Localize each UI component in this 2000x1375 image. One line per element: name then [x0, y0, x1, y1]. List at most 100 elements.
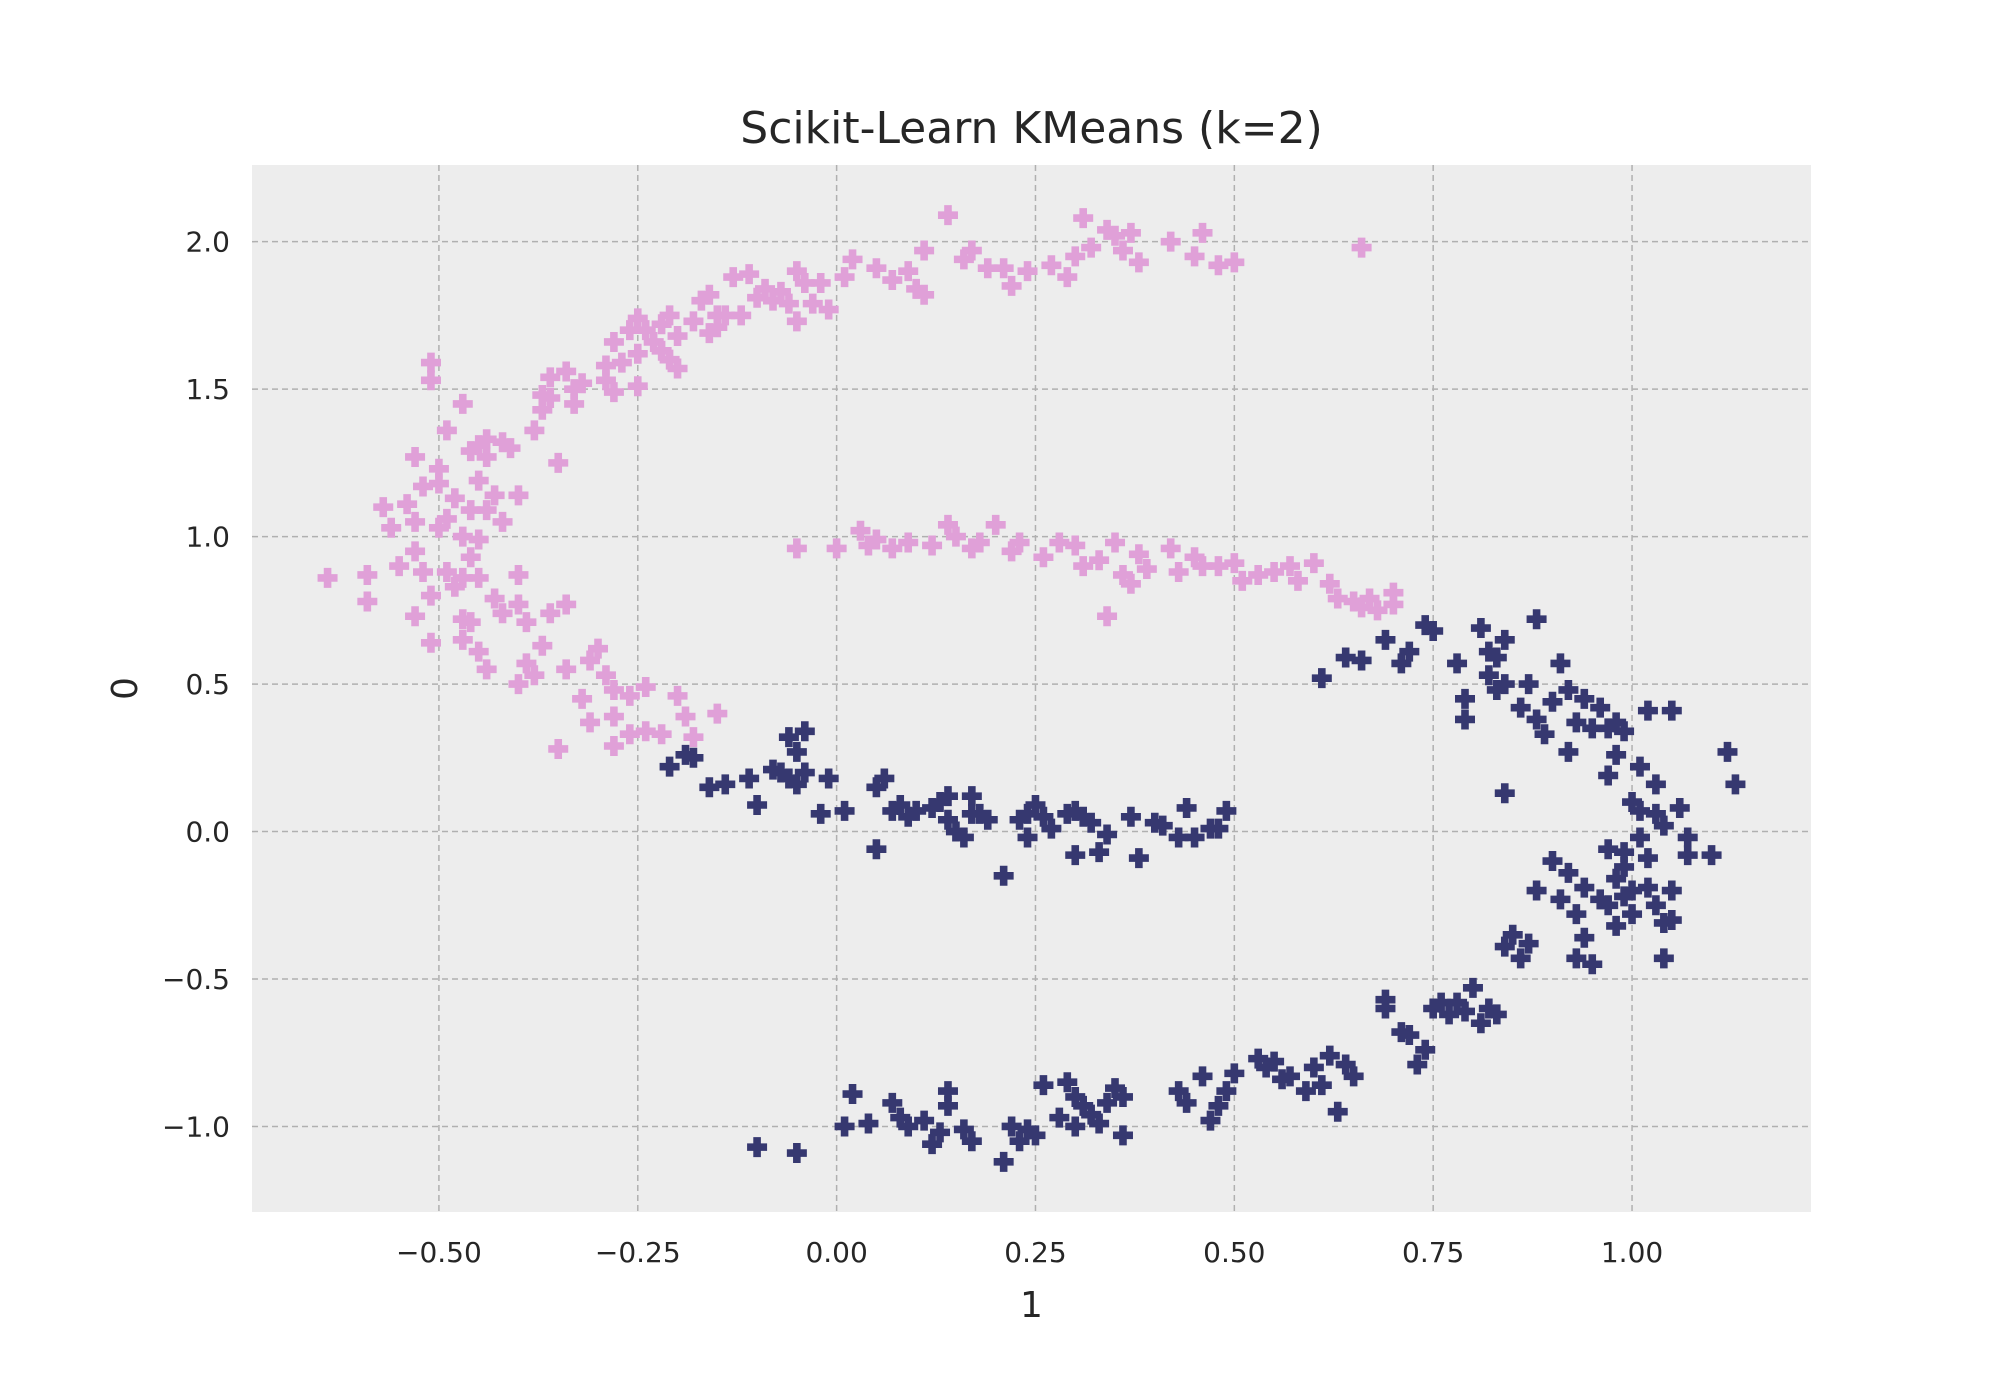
data-point: [1526, 709, 1547, 730]
data-point: [659, 305, 680, 326]
data-point: [810, 272, 831, 293]
data-point: [993, 865, 1014, 886]
data-point: [818, 768, 839, 789]
data-point: [786, 774, 807, 795]
data-point: [683, 727, 704, 748]
y-tick-label: 1.0: [185, 521, 230, 554]
data-point: [381, 517, 402, 538]
data-point: [1105, 532, 1126, 553]
data-point: [747, 287, 768, 308]
data-point: [1375, 998, 1396, 1019]
data-point: [532, 399, 553, 420]
data-point: [1717, 741, 1738, 762]
data-point: [961, 786, 982, 807]
data-point: [1510, 697, 1531, 718]
data-point: [1065, 246, 1086, 267]
data-point: [428, 517, 449, 538]
data-point: [723, 267, 744, 288]
data-point: [444, 488, 465, 509]
data-point: [651, 724, 672, 745]
data-point: [1447, 653, 1468, 674]
data-point: [937, 205, 958, 226]
data-point: [1566, 948, 1587, 969]
data-point: [1089, 842, 1110, 863]
data-point: [1637, 877, 1658, 898]
data-point: [1112, 564, 1133, 585]
data-point: [1598, 839, 1619, 860]
data-point: [1256, 1057, 1277, 1078]
data-point: [1470, 618, 1491, 639]
data-point: [1033, 547, 1054, 568]
data-point: [484, 485, 505, 506]
data-point: [961, 240, 982, 261]
data-point: [476, 446, 497, 467]
data-point: [1614, 886, 1635, 907]
data-point: [1073, 806, 1094, 827]
data-point: [1614, 856, 1635, 877]
data-point: [1637, 700, 1658, 721]
data-point: [786, 1143, 807, 1164]
data-point: [882, 1092, 903, 1113]
data-point: [1622, 904, 1643, 925]
data-point: [747, 794, 768, 815]
data-point: [420, 632, 441, 653]
data-point: [898, 806, 919, 827]
data-point: [786, 311, 807, 332]
data-point: [1391, 653, 1412, 674]
x-tick-label: −0.50: [396, 1236, 482, 1269]
data-point: [460, 547, 481, 568]
x-tick-label: 1.00: [1601, 1236, 1663, 1269]
data-point: [1486, 1004, 1507, 1025]
data-point: [969, 532, 990, 553]
data-point: [1351, 650, 1372, 671]
data-point: [898, 1116, 919, 1137]
data-point: [420, 352, 441, 373]
data-point: [1629, 827, 1650, 848]
data-point: [1598, 895, 1619, 916]
data-point: [739, 264, 760, 285]
data-point: [1439, 1004, 1460, 1025]
data-point: [898, 261, 919, 282]
data-point: [906, 278, 927, 299]
data-point: [1112, 1086, 1133, 1107]
data-point: [452, 393, 473, 414]
data-point: [1184, 827, 1205, 848]
data-point: [1653, 948, 1674, 969]
data-point: [603, 736, 624, 757]
data-point: [882, 270, 903, 291]
data-point: [866, 258, 887, 279]
chart-title: Scikit-Learn KMeans (k=2): [740, 103, 1322, 154]
data-point: [1224, 553, 1245, 574]
data-point: [1017, 827, 1038, 848]
data-point: [1462, 977, 1483, 998]
data-point: [1065, 1086, 1086, 1107]
data-point: [778, 727, 799, 748]
data-point: [492, 511, 513, 532]
data-point: [635, 677, 656, 698]
data-point: [540, 603, 561, 624]
data-point: [1391, 1022, 1412, 1043]
data-point: [1319, 573, 1340, 594]
data-point: [1208, 818, 1229, 839]
data-point: [1375, 629, 1396, 650]
data-point: [444, 576, 465, 597]
data-point: [476, 500, 497, 521]
data-point: [731, 305, 752, 326]
data-point: [739, 768, 760, 789]
data-point: [1041, 255, 1062, 276]
data-point: [603, 382, 624, 403]
data-point: [524, 420, 545, 441]
data-point: [914, 284, 935, 305]
data-point: [1033, 806, 1054, 827]
data-point: [1606, 744, 1627, 765]
data-point: [556, 361, 577, 382]
data-point: [580, 712, 601, 733]
data-point: [882, 538, 903, 559]
data-point: [460, 612, 481, 633]
data-point: [866, 529, 887, 550]
data-point: [1208, 556, 1229, 577]
data-point: [659, 756, 680, 777]
data-point: [1622, 880, 1643, 901]
y-tick-label: −0.5: [162, 963, 230, 996]
data-point: [548, 738, 569, 759]
